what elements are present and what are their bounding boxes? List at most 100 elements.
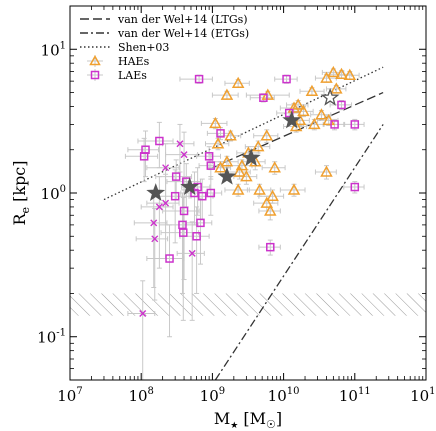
lae-point xyxy=(179,228,188,237)
hae-point xyxy=(220,88,234,100)
hae-point xyxy=(231,76,245,89)
y-tick-label: 100 xyxy=(41,184,66,203)
x-tick-label-base: 10 xyxy=(339,387,358,405)
stack-star xyxy=(217,166,237,185)
lae-point xyxy=(337,100,346,110)
x-tick-label: 108 xyxy=(128,386,153,405)
hae-point xyxy=(211,137,225,149)
y-axis-label: Re [kpc] xyxy=(10,160,32,225)
x-tick-label-exp: 7 xyxy=(76,386,82,397)
hae-point xyxy=(287,101,301,113)
y-axis-label-main: R xyxy=(10,213,29,226)
lae-x-point xyxy=(176,140,184,148)
lae-x-stroke-b xyxy=(150,219,158,227)
hae-point xyxy=(287,183,301,195)
lae-point xyxy=(206,188,216,198)
lae-point xyxy=(197,191,207,201)
legend-shen-label: Shen+03 xyxy=(118,41,169,54)
hae-point xyxy=(220,155,234,167)
hae-point xyxy=(224,129,237,141)
hae-point xyxy=(260,196,274,208)
lae-x-point xyxy=(162,199,170,207)
hae-point xyxy=(320,71,333,83)
x-tick-label-base: 10 xyxy=(57,387,76,405)
lae-point xyxy=(266,242,275,252)
hae-point xyxy=(315,108,328,120)
stack-star xyxy=(241,148,261,167)
x-tick-label-exp: 9 xyxy=(219,386,225,397)
hae-point xyxy=(322,113,335,126)
hae-point xyxy=(233,165,246,177)
lae-x-stroke-b xyxy=(176,140,184,148)
lae-point xyxy=(179,206,189,216)
lae-x-point xyxy=(151,235,159,243)
lae-point xyxy=(284,108,294,118)
y-tick-label-base: 10 xyxy=(41,185,60,203)
x-axis-label-sun: ☉ xyxy=(266,418,276,431)
line-etg xyxy=(214,124,384,380)
x-tick-label-exp: 10 xyxy=(287,386,300,397)
y-tick-label-exp: 1 xyxy=(60,40,66,51)
legend-ltg-label: van der Wel+14 (LTGs) xyxy=(117,13,248,26)
x-axis-label-star: ★ xyxy=(230,421,238,431)
stack-star-open xyxy=(320,87,340,106)
lae-x-stroke-b xyxy=(155,203,163,211)
lae-point xyxy=(330,120,339,129)
lae-point xyxy=(350,182,360,192)
hae-point xyxy=(264,204,277,216)
stack-star xyxy=(180,177,200,196)
lae-x-point xyxy=(150,219,158,227)
x-axis-label-main: M xyxy=(214,409,230,428)
lae-x-point xyxy=(155,203,163,211)
y-axis-label-unit: [kpc] xyxy=(10,160,29,206)
lae-x-stroke-b xyxy=(162,164,170,172)
hae-point xyxy=(268,161,281,173)
x-tick-label: 1010 xyxy=(268,386,300,405)
hae-point xyxy=(235,159,249,171)
hae-point xyxy=(343,68,357,80)
lae-point xyxy=(204,152,214,161)
y-tick-label-base: 10 xyxy=(41,41,60,59)
hae-point xyxy=(231,183,245,195)
legend-lae-swatch xyxy=(87,69,103,81)
lae-point xyxy=(190,188,199,198)
x-axis-label: M★ [M☉] xyxy=(214,409,282,431)
lae-x-stroke-b xyxy=(151,235,159,243)
x-tick-label-exp: 8 xyxy=(148,386,154,397)
hae-point xyxy=(289,119,303,132)
legend: van der Wel+14 (LTGs) van der Wel+14 (ET… xyxy=(80,13,249,82)
x-tick-label: 107 xyxy=(57,386,82,405)
legend-etg-label: van der Wel+14 (ETGs) xyxy=(117,27,249,40)
x-tick-label-exp: 12 xyxy=(429,386,436,397)
x-axis-label-close: ] xyxy=(276,409,282,428)
stack-star xyxy=(282,110,302,129)
hae-point xyxy=(291,98,305,110)
x-tick-label: 109 xyxy=(200,386,225,405)
legend-hae-label: HAEs xyxy=(118,55,150,68)
hae-point xyxy=(305,84,319,97)
hae-point xyxy=(209,116,222,129)
hae-point xyxy=(214,161,227,173)
x-tick-label: 1012 xyxy=(410,386,436,405)
lae-point xyxy=(350,120,360,129)
lae-point xyxy=(194,74,204,84)
lae-point xyxy=(171,172,181,181)
hae-point xyxy=(327,65,340,78)
lae-x-point xyxy=(139,310,147,318)
hae-point xyxy=(320,165,333,177)
legend-lae-label: LAEs xyxy=(118,69,147,82)
hae-point xyxy=(240,170,253,182)
lae-point xyxy=(259,93,268,102)
hae-point xyxy=(335,67,348,80)
y-tick-label: 10-1 xyxy=(37,328,66,347)
lae-point xyxy=(192,232,201,241)
lae-point xyxy=(155,136,164,146)
lae-point xyxy=(139,152,149,161)
hae-point xyxy=(308,117,321,130)
y-tick-label-exp: -1 xyxy=(56,328,66,339)
lae-x-stroke-b xyxy=(180,151,188,159)
x-tick-label-exp: 11 xyxy=(358,386,371,397)
hatch-band xyxy=(70,293,426,316)
x-tick-label-base: 10 xyxy=(128,387,147,405)
